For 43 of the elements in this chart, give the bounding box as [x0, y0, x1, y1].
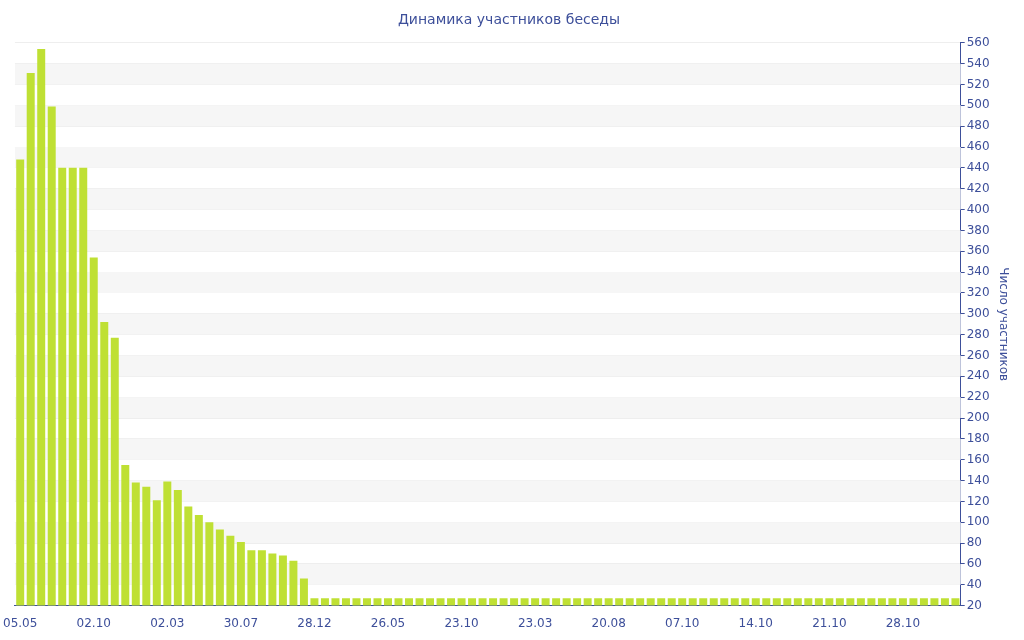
x-tick-label: 02.10 [76, 615, 111, 630]
x-tick-label: 02.03 [150, 615, 185, 630]
x-tick-label: 07.10 [665, 615, 700, 630]
x-tick-label: 20.08 [591, 615, 626, 630]
y-axis-title: Число участников [996, 267, 1011, 382]
x-tick-label: 28.10 [885, 615, 921, 630]
y-tick-label: 160 [966, 451, 990, 466]
y-tick-label: 140 [966, 472, 990, 487]
y-tick-label: 500 [966, 97, 990, 112]
chart-title: Динамика участников беседы [397, 11, 621, 28]
y-tick-label: 440 [966, 159, 990, 174]
y-tick-label: 180 [966, 430, 990, 445]
y-tick-label: 460 [966, 139, 990, 154]
y-tick-label: 20 [966, 597, 982, 612]
x-tick-label: 21.10 [812, 615, 847, 630]
y-tick-label: 280 [966, 326, 990, 341]
y-tick-label: 480 [966, 118, 990, 133]
y-tick-label: 360 [966, 243, 990, 258]
y-tick-label: 300 [966, 305, 990, 320]
x-tick-label: 23.10 [444, 615, 479, 630]
x-tick-label: 05.05 [3, 615, 38, 630]
y-tick-label: 100 [966, 514, 990, 529]
y-tick-label: 240 [966, 368, 990, 383]
y-tick-label: 120 [966, 493, 990, 508]
y-tick-label: 540 [966, 55, 990, 70]
y-tick-label: 320 [966, 285, 990, 300]
x-tick-label: 26.05 [370, 615, 406, 630]
y-tick-label: 200 [966, 410, 990, 425]
y-tick-label: 340 [966, 264, 990, 279]
y-tick-label: 260 [966, 347, 990, 362]
y-tick-label: 420 [966, 180, 990, 195]
y-tick-label: 400 [966, 201, 990, 216]
x-tick-label: 28.12 [297, 615, 332, 630]
y-tick-label: 380 [966, 222, 990, 237]
y-tick-label: 560 [966, 34, 990, 49]
y-tick-label: 60 [966, 556, 982, 571]
y-tick-label: 520 [966, 76, 990, 91]
x-tick-label: 30.07 [223, 615, 259, 630]
y-tick-label: 220 [966, 389, 990, 404]
y-tick-label: 40 [966, 576, 982, 591]
x-tick-label: 14.10 [738, 615, 773, 630]
y-tick-label: 80 [966, 535, 982, 550]
x-tick-label: 23.03 [517, 615, 553, 630]
